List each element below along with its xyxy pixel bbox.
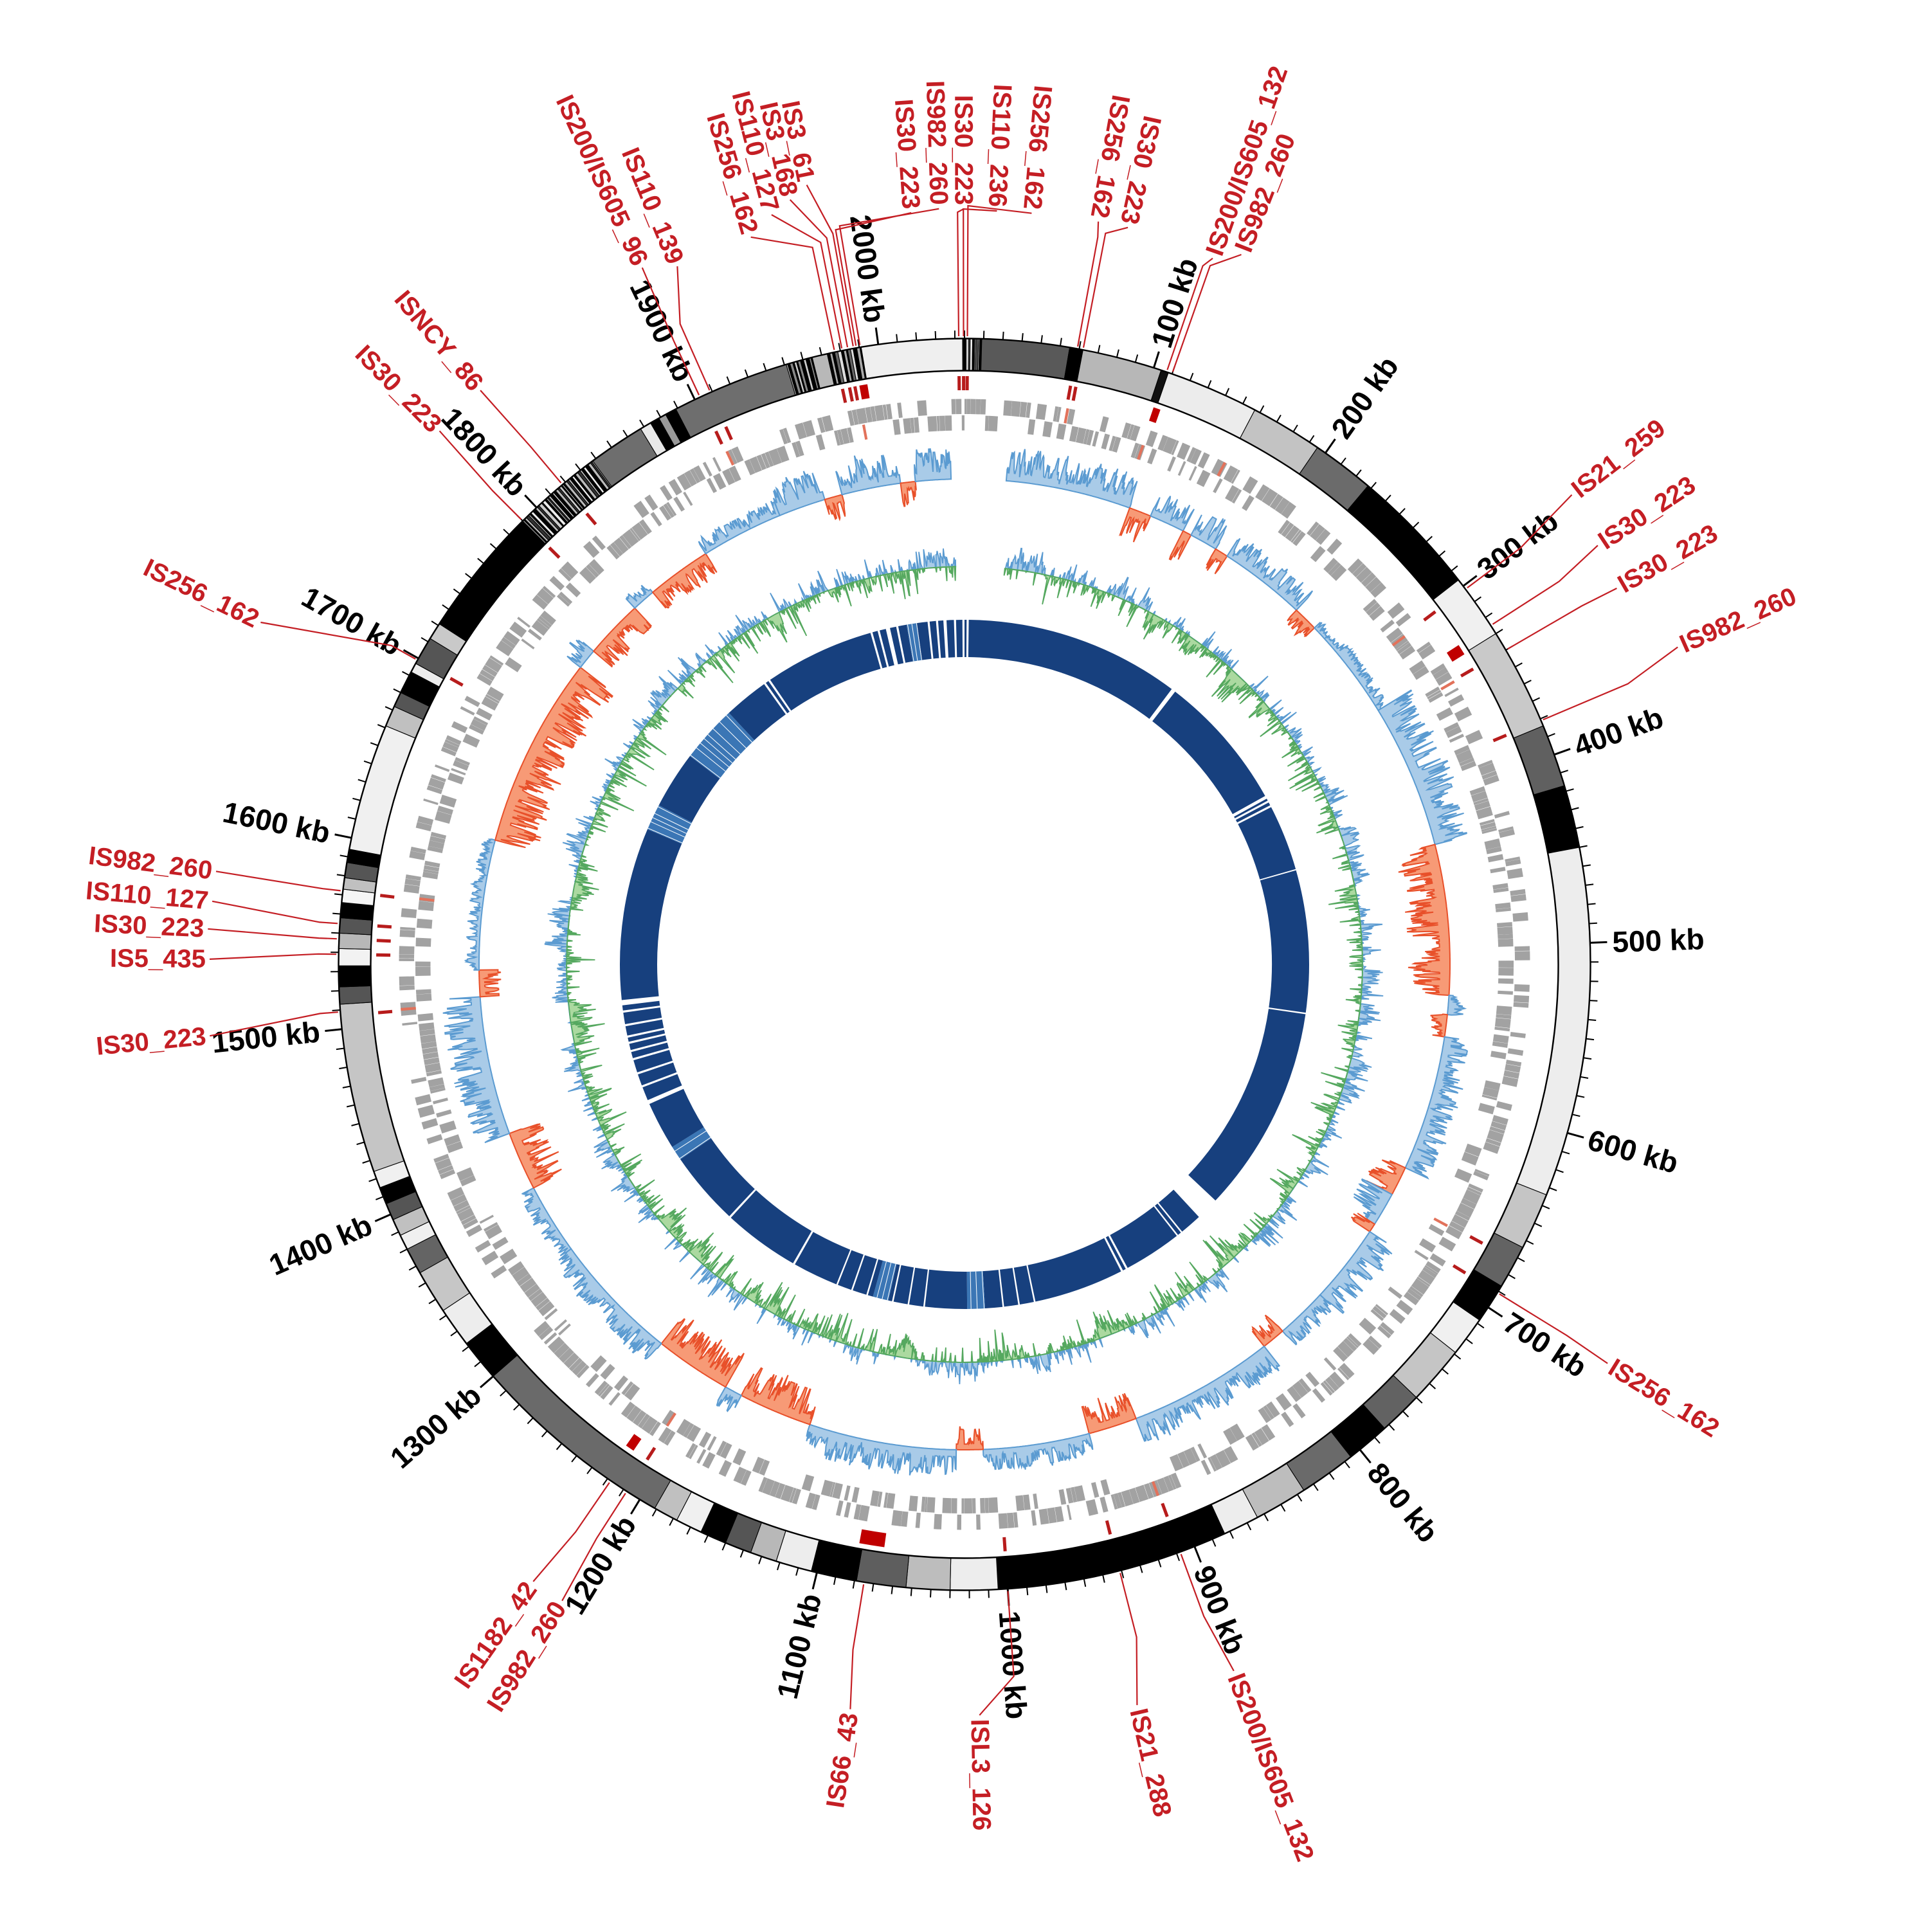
svg-text:IS5_435: IS5_435: [110, 944, 206, 973]
svg-text:IS30_223: IS30_223: [949, 95, 977, 205]
svg-text:500 kb: 500 kb: [1611, 922, 1705, 959]
svg-text:IS110_236: IS110_236: [983, 84, 1017, 208]
svg-text:ISL3_126: ISL3_126: [965, 1719, 995, 1830]
svg-text:IS982_260: IS982_260: [921, 80, 953, 206]
svg-text:IS30_223: IS30_223: [93, 909, 204, 943]
